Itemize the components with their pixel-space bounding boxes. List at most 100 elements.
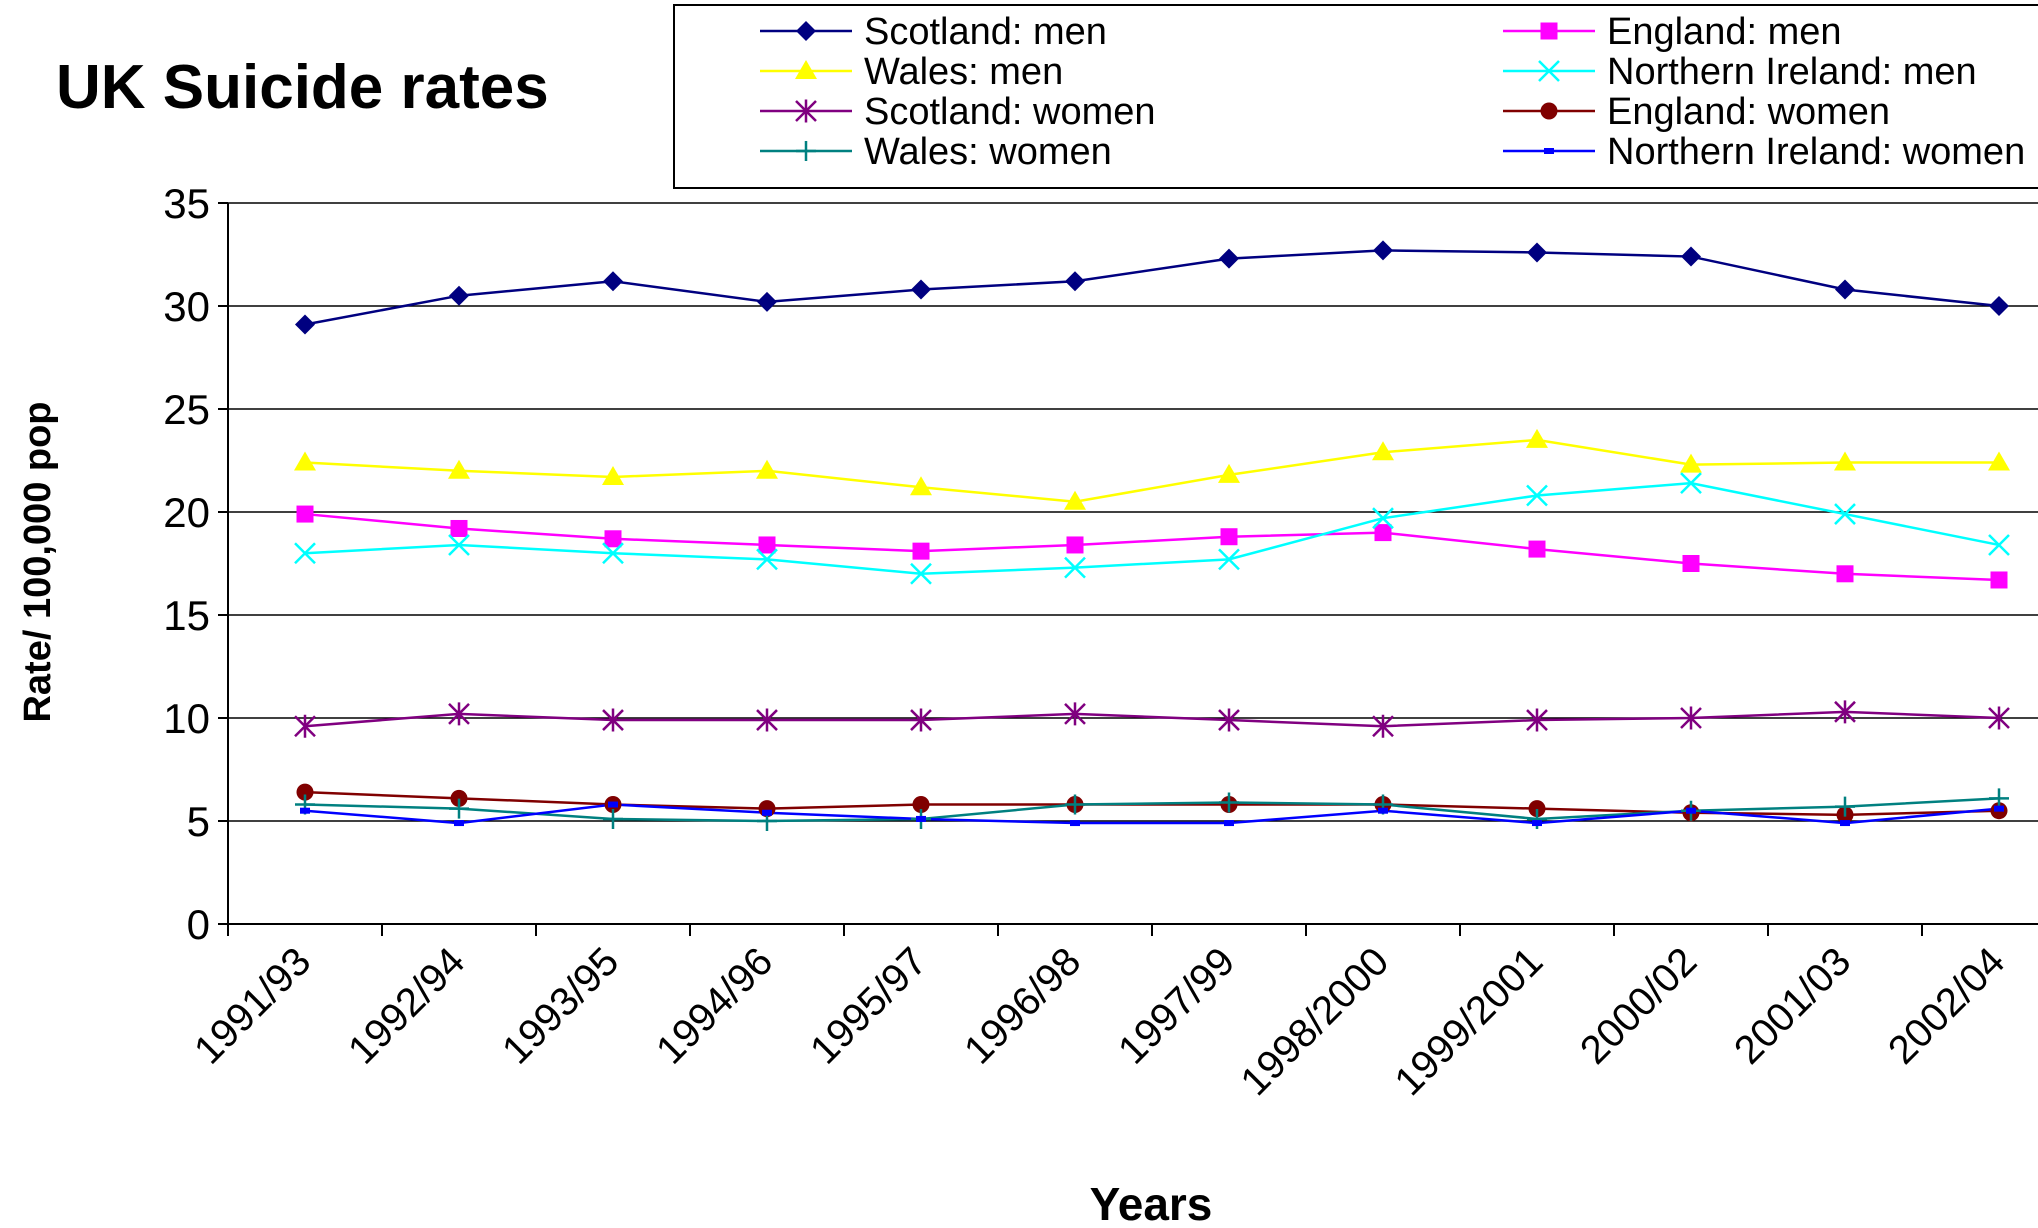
y-tick-label-15: 15 [163, 592, 210, 639]
x-tick-label-0: 1991/93 [186, 939, 319, 1072]
legend-label-3: Northern Ireland: men [1607, 51, 1977, 93]
x-tick-label-5: 1996/98 [956, 939, 1089, 1072]
series-line-1 [304, 512, 2000, 582]
legend-swatch-marker-6 [796, 141, 816, 161]
y-tick-label-20: 20 [163, 489, 210, 536]
data-point-s1-2 [604, 530, 622, 548]
data-point-s0-5 [1065, 271, 1085, 292]
data-point-s3-0 [294, 542, 316, 565]
data-point-s0-9 [1681, 246, 1701, 267]
x-tick-label-2: 1993/95 [494, 939, 627, 1072]
legend-box [673, 4, 2038, 189]
data-point-s4-8 [1526, 708, 1548, 732]
data-point-s2-3 [756, 459, 778, 479]
y-tick-label-5: 5 [187, 798, 210, 845]
legend-label-6: Wales: women [864, 131, 1112, 173]
data-point-s2-1 [448, 459, 470, 479]
y-tick-label-30: 30 [163, 283, 210, 330]
data-point-s7-8 [1532, 820, 1542, 827]
data-point-s4-4 [910, 708, 932, 732]
data-point-s5-1 [450, 789, 468, 807]
legend-item-1: England: men [1503, 11, 1842, 53]
data-point-s4-3 [756, 708, 778, 732]
plot-area: 0 5 10 15 20 25 30 35 1991/93 1992/94 1993/95 1994… [163, 180, 2038, 1104]
x-tick-label-9: 2000/02 [1572, 939, 1705, 1072]
data-point-s3-5 [1064, 556, 1086, 579]
data-point-s6-2 [603, 808, 623, 829]
data-point-s2-4 [910, 476, 932, 496]
data-point-s0-8 [1527, 242, 1547, 263]
data-point-s7-5 [1070, 820, 1080, 827]
data-point-s3-6 [1218, 548, 1240, 571]
data-point-s6-5 [1065, 794, 1085, 815]
legend-swatch-marker-7 [1544, 148, 1554, 154]
data-point-s1-9 [1682, 555, 1700, 572]
data-point-s7-6 [1224, 820, 1234, 827]
data-point-s2-8 [1526, 428, 1548, 448]
data-point-s1-8 [1528, 540, 1546, 558]
series-line-6 [304, 797, 2000, 823]
legend-label-7: Northern Ireland: women [1607, 131, 2025, 173]
data-point-s7-0 [300, 807, 310, 814]
legend-item-7: Northern Ireland: women [1503, 131, 2025, 173]
data-point-s3-8 [1526, 484, 1548, 507]
data-point-s2-9 [1680, 453, 1702, 473]
data-point-s1-0 [296, 505, 314, 523]
legend-label-0: Scotland: men [864, 11, 1107, 53]
data-point-s1-5 [1066, 536, 1084, 554]
y-tick-label-25: 25 [163, 386, 210, 433]
legend-swatch-marker-1 [1540, 22, 1558, 40]
series-line-4 [304, 710, 2000, 728]
data-point-s0-10 [1835, 279, 1855, 300]
data-point-s7-7 [1378, 807, 1388, 814]
series-line-7 [304, 803, 2000, 825]
x-tick-label-1: 1992/94 [340, 939, 473, 1072]
legend-label-1: England: men [1607, 11, 1842, 53]
data-point-s3-10 [1834, 503, 1856, 525]
legend-item-0: Scotland: men [760, 11, 1107, 53]
data-point-s4-10 [1834, 700, 1856, 724]
data-point-s2-10 [1834, 451, 1856, 471]
data-point-s0-2 [603, 271, 623, 292]
data-point-s5-8 [1528, 800, 1546, 818]
data-point-s5-0 [296, 783, 314, 801]
data-point-s3-2 [602, 542, 624, 565]
data-point-s7-2 [608, 801, 618, 808]
data-point-s1-3 [758, 536, 776, 554]
data-point-s7-10 [1840, 820, 1850, 827]
legend-swatch-marker-4 [795, 99, 817, 123]
x-tick-label-4: 1995/97 [802, 939, 935, 1072]
x-tick-label-7: 1998/2000 [1233, 939, 1398, 1104]
data-point-s3-9 [1680, 472, 1702, 495]
x-tick-label-6: 1997/99 [1110, 939, 1243, 1072]
x-axis-label: Years [1090, 1178, 1213, 1228]
data-point-s0-3 [757, 291, 777, 312]
legend-swatch-marker-5 [1540, 102, 1558, 120]
x-tick-label-10: 2001/03 [1726, 939, 1859, 1072]
data-point-s4-1 [448, 702, 470, 726]
data-point-s2-5 [1064, 490, 1086, 510]
data-point-s2-0 [294, 451, 316, 471]
series-line-0 [304, 249, 2000, 326]
series-line-3 [304, 481, 2000, 576]
legend-item-3: Northern Ireland: men [1503, 51, 1977, 93]
legend-swatch-marker-2 [795, 60, 817, 79]
legend-item-5: England: women [1503, 91, 1890, 133]
data-point-s1-7 [1374, 524, 1392, 542]
legend: Scotland: men England: men Wales: men North… [673, 4, 2038, 189]
data-point-s4-6 [1218, 708, 1240, 732]
data-point-s4-2 [602, 708, 624, 732]
data-point-s0-6 [1219, 248, 1239, 269]
data-point-s1-1 [450, 519, 468, 537]
data-point-s2-7 [1372, 441, 1394, 461]
data-point-s6-10 [1835, 796, 1855, 817]
legend-label-2: Wales: men [864, 51, 1063, 93]
data-point-s6-11 [1989, 788, 2009, 809]
legend-label-4: Scotland: women [864, 91, 1156, 133]
data-point-s1-11 [1990, 571, 2008, 589]
data-point-s3-7 [1372, 507, 1394, 530]
data-point-s0-0 [295, 314, 315, 335]
data-point-s3-4 [910, 562, 932, 585]
data-point-s0-4 [911, 279, 931, 300]
